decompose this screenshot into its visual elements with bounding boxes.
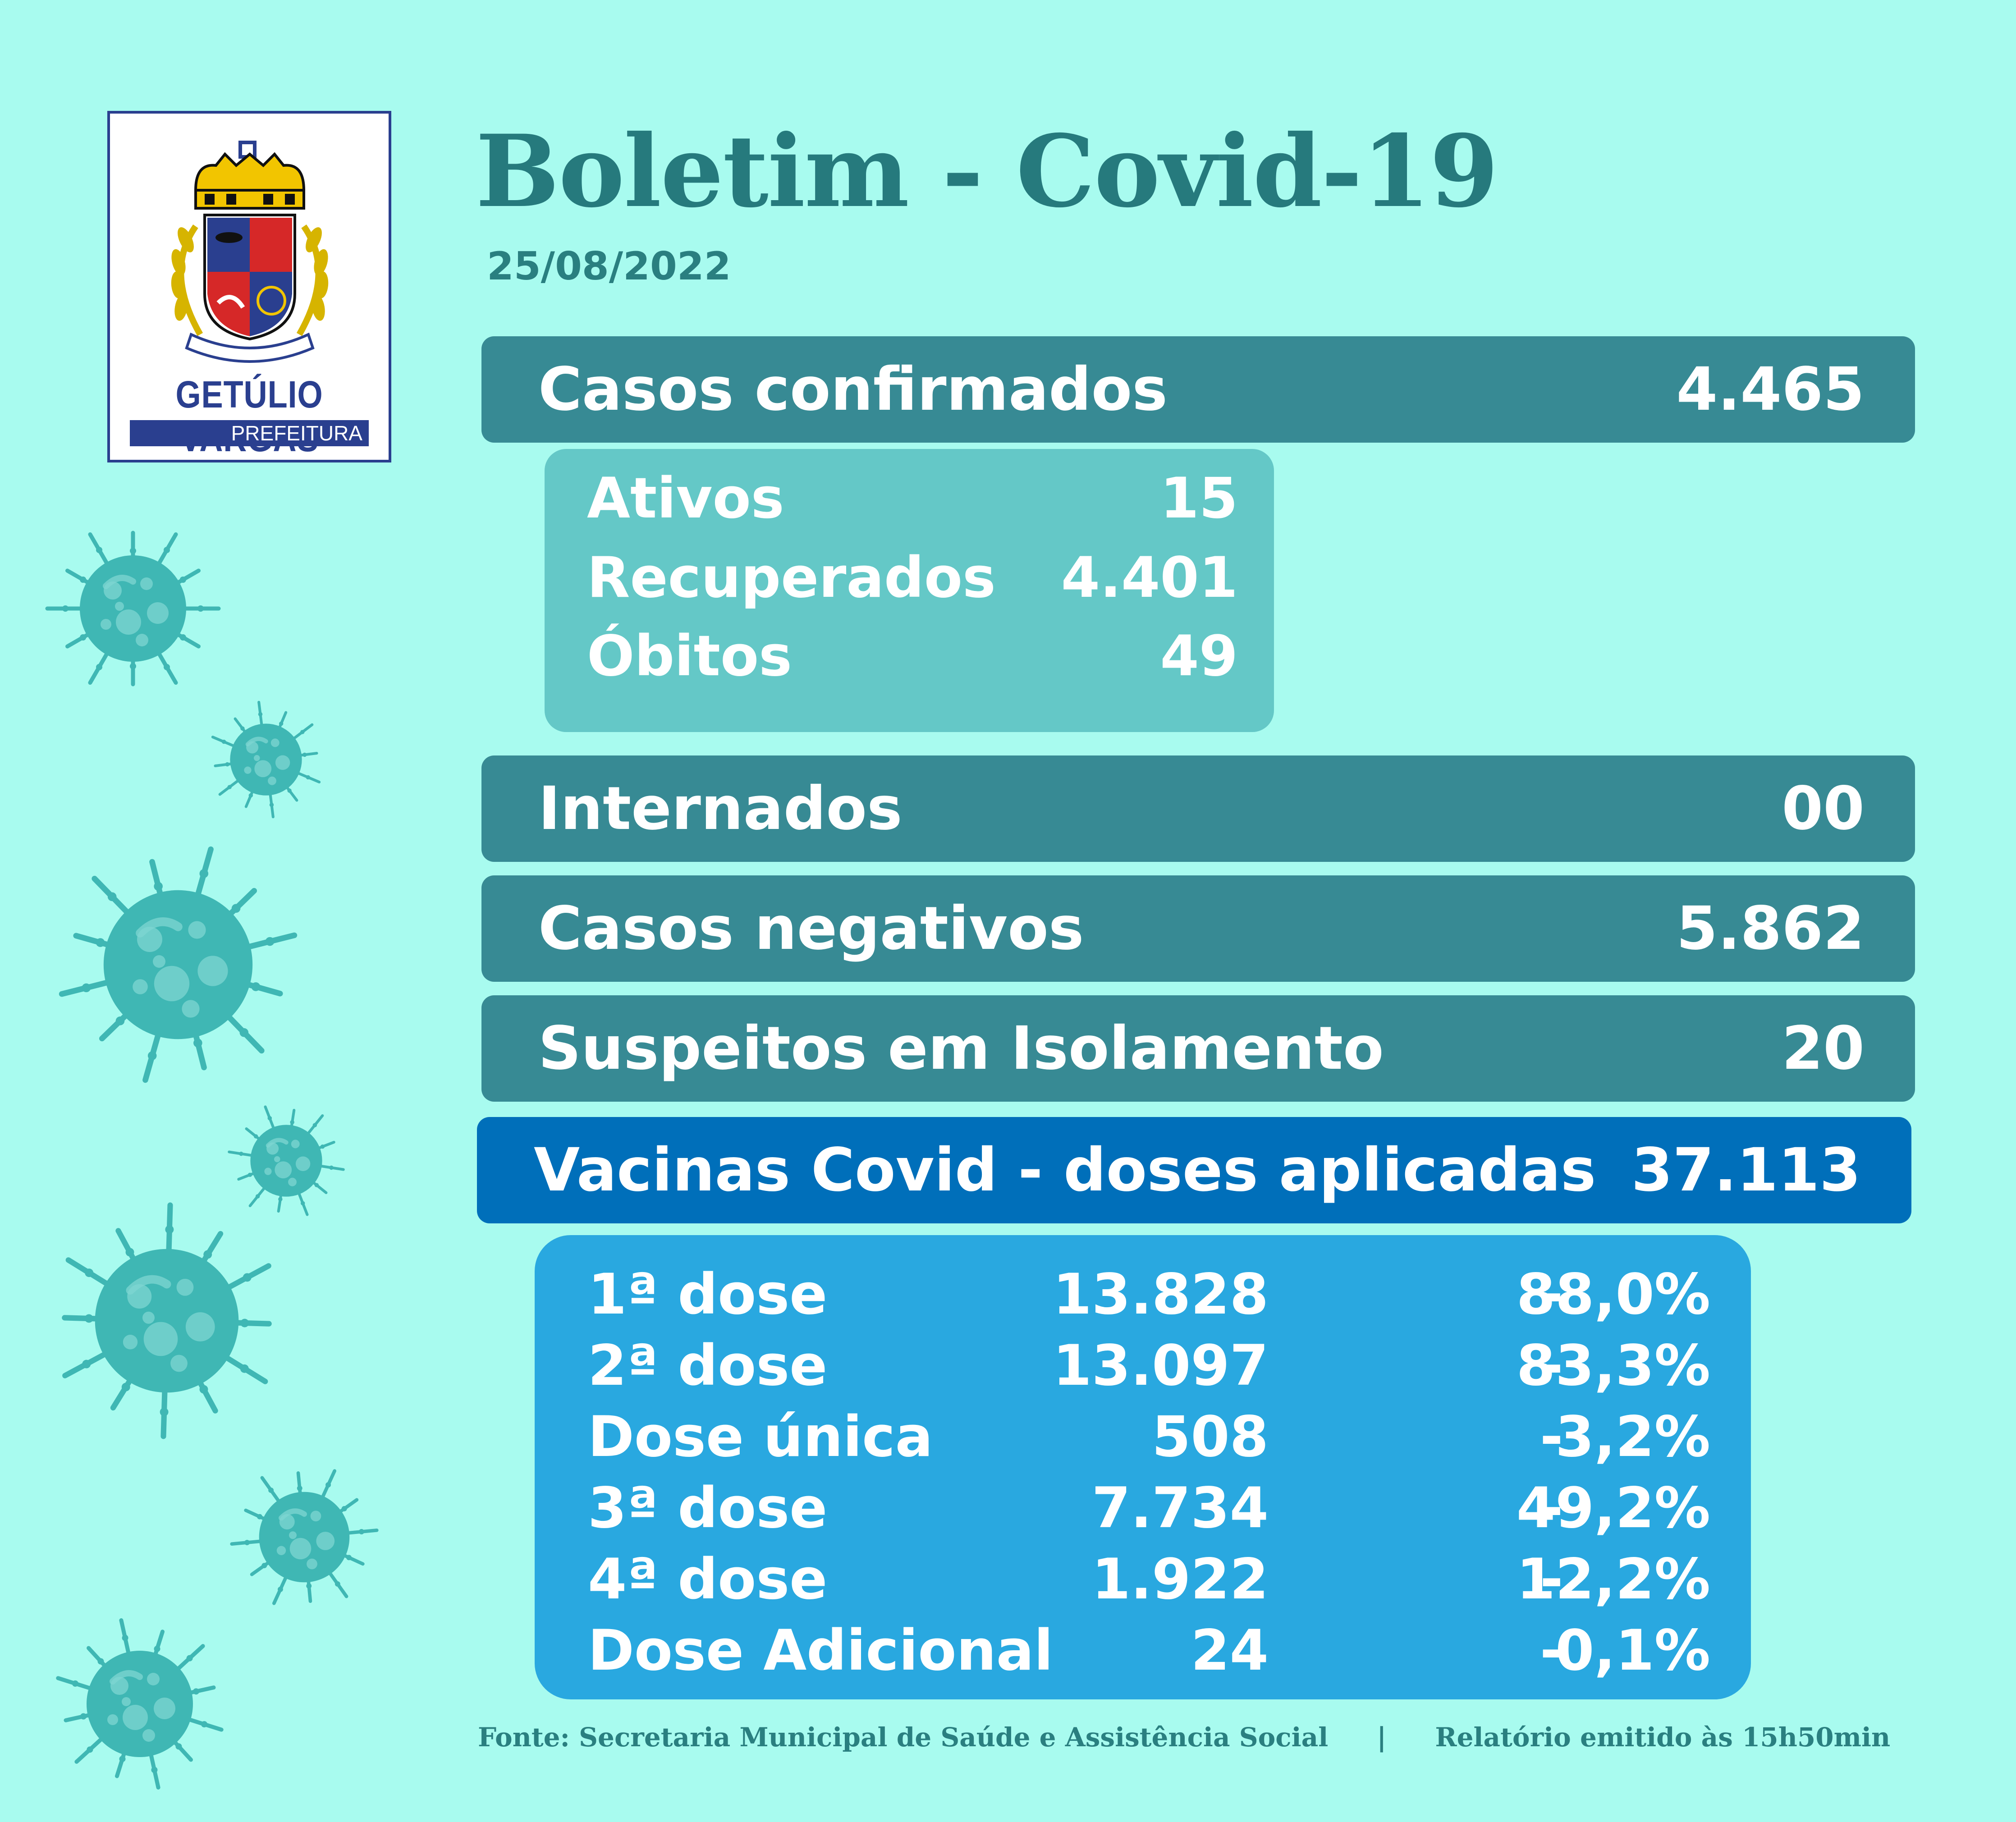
virus-icon [59,846,298,1083]
dose-label: 1ª dose [588,1262,828,1327]
virus-icon [56,1618,224,1790]
dose-percent: 3,2% [1555,1405,1710,1470]
logo-city-name: GETÚLIO VARGAS [175,373,323,459]
dose-separator: - [1540,1476,1563,1541]
detail-row-ativos: Ativos 15 [587,466,1238,534]
negative-cases-label: Casos negativos [538,894,1084,963]
dose-value: 7.734 [1091,1476,1269,1541]
dose-label: 4ª dose [588,1547,828,1612]
detail-label: Recuperados [587,545,996,610]
dose-separator: - [1540,1262,1563,1327]
case-details-box: Ativos 15 Recuperados 4.401 Óbitos 49 [545,449,1274,732]
suspects-isolation-bar: Suspeitos em Isolamento 20 [481,995,1915,1102]
virus-icon [228,1105,345,1216]
dose-separator: - [1540,1618,1563,1683]
confirmed-cases-value: 4.465 [1676,355,1865,424]
dose-value: 13.097 [1053,1333,1269,1398]
virus-icon [211,700,321,819]
dose-separator: - [1540,1405,1563,1470]
suspects-isolation-value: 20 [1782,1014,1865,1083]
dose-label: Dose Adicional [588,1618,1054,1683]
dose-value: 24 [1191,1618,1269,1683]
coat-of-arms-icon [171,141,329,363]
detail-label: Óbitos [587,624,792,689]
virus-icon [62,1202,272,1439]
detail-row-recuperados: Recuperados 4.401 [587,545,1238,613]
dose-label: 2ª dose [588,1333,828,1398]
dose-separator: - [1540,1547,1563,1612]
dose-separator: - [1540,1333,1563,1398]
suspects-isolation-label: Suspeitos em Isolamento [538,1014,1384,1083]
detail-row-obitos: Óbitos 49 [587,624,1238,691]
negative-cases-bar: Casos negativos 5.862 [481,875,1915,982]
logo-subtitle: PREFEITURA [130,420,369,446]
vaccines-bar: Vacinas Covid - doses aplicadas 37.113 [477,1117,1911,1223]
dose-percent: 88,0% [1516,1262,1710,1327]
dose-percent: 0,1% [1555,1618,1710,1683]
dose-label: Dose única [588,1405,933,1470]
footer-report-time: Relatório emitido às 15h50min [1435,1722,1891,1753]
footer: Fonte: Secretaria Municipal de Saúde e A… [478,1722,1890,1753]
doses-box: 1ª dose 13.828 - 88,0% 2ª dose 13.097 - … [535,1235,1751,1699]
dose-value: 1.922 [1091,1547,1269,1612]
dose-row: 4ª dose 1.922 - 12,2% [588,1547,1742,1615]
dose-row: 2ª dose 13.097 - 83,3% [588,1333,1742,1401]
virus-icon [230,1469,379,1605]
vaccines-value: 37.113 [1631,1135,1861,1205]
footer-source: Fonte: Secretaria Municipal de Saúde e A… [478,1722,1329,1753]
dose-label: 3ª dose [588,1476,828,1541]
dose-row: 1ª dose 13.828 - 88,0% [588,1262,1742,1330]
dose-percent: 12,2% [1516,1547,1710,1612]
detail-label: Ativos [587,466,784,531]
vaccines-label: Vacinas Covid - doses aplicadas [534,1135,1596,1205]
dose-percent: 83,3% [1516,1333,1710,1398]
dose-value: 13.828 [1053,1262,1269,1327]
dose-row: Dose Adicional 24 - 0,1% [588,1618,1742,1686]
footer-separator: | [1377,1722,1387,1753]
hospitalized-value: 00 [1782,774,1865,843]
hospitalized-label: Internados [538,774,903,843]
dose-row: Dose única 508 - 3,2% [588,1405,1742,1472]
dose-row: 3ª dose 7.734 - 49,2% [588,1476,1742,1543]
logo: GETÚLIO VARGAS PREFEITURA [107,111,391,462]
page-title: Boletim - Covid-19 [476,113,1498,229]
confirmed-cases-label: Casos confirmados [538,355,1168,424]
dose-percent: 49,2% [1516,1476,1710,1541]
hospitalized-bar: Internados 00 [481,755,1915,862]
confirmed-cases-bar: Casos confirmados 4.465 [481,336,1915,443]
report-date: 25/08/2022 [487,244,731,289]
detail-value: 4.401 [1061,545,1238,610]
dose-value: 508 [1152,1405,1269,1470]
detail-value: 15 [1160,466,1238,531]
virus-icon [45,531,221,687]
detail-value: 49 [1160,624,1238,689]
negative-cases-value: 5.862 [1676,894,1865,963]
